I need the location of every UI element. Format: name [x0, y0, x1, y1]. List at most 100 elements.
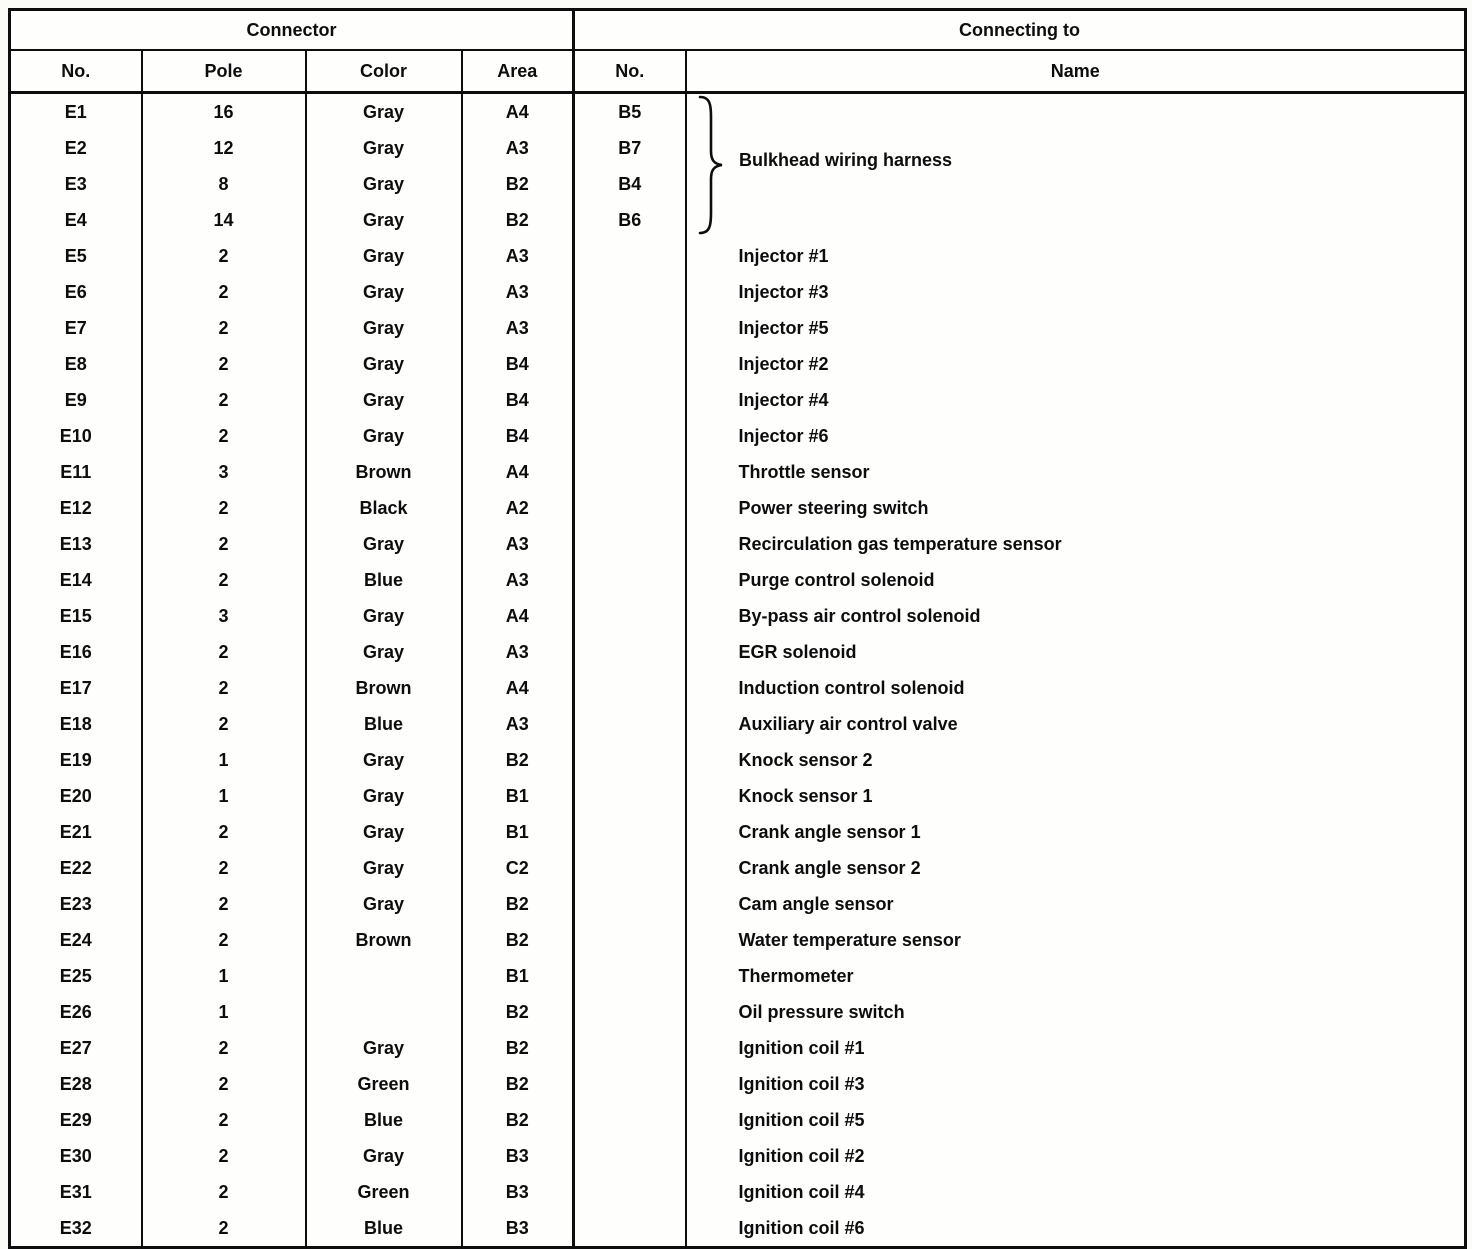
- column-header-row: No. Pole Color Area No. Name: [9, 50, 1466, 94]
- table-row: E9 2 Gray B4 Injector #4: [10, 382, 1466, 418]
- cell-pole: 1: [140, 742, 306, 778]
- cell-connector-no: E4: [64, 209, 87, 230]
- table-row: E25 1 B1 Thermometer: [10, 958, 1466, 994]
- cell-area: A3: [460, 526, 574, 562]
- cell-connecting-no: [572, 1066, 686, 1102]
- cell-connecting-no: [572, 346, 686, 382]
- cell-pole: 2: [140, 886, 306, 922]
- table-row: E20 1 Gray B1 Knock sensor 1: [10, 778, 1466, 814]
- cell-connecting-no: [572, 850, 686, 886]
- cell-color: Gray: [304, 238, 462, 274]
- cell-connector-no: E7: [64, 317, 87, 338]
- cell-pole: 1: [140, 778, 306, 814]
- cell-connecting-no: [572, 418, 686, 454]
- cell-area: A4: [460, 598, 574, 634]
- table-row: E17 2 Brown A4 Induction control solenoi…: [10, 670, 1466, 706]
- cell-connector-no: E31: [59, 1181, 92, 1202]
- cell-area: B2: [460, 166, 574, 202]
- cell-area: B1: [460, 958, 574, 994]
- table-row: E11 3 Brown A4 Throttle sensor: [10, 454, 1466, 490]
- table-row: E10 2 Gray B4 Injector #6: [10, 418, 1466, 454]
- cell-connecting-no: [572, 778, 686, 814]
- cell-connecting-name: Induction control solenoid: [684, 670, 1466, 706]
- cell-area: B3: [460, 1174, 574, 1210]
- cell-connector-no: E29: [59, 1109, 92, 1130]
- cell-pole: 2: [140, 1210, 306, 1248]
- cell-area: B4: [460, 346, 574, 382]
- cell-connecting-name: Injector #4: [684, 382, 1466, 418]
- cell-connecting-no: B6: [572, 202, 686, 238]
- table-row: E7 2 Gray A3 Injector #5: [10, 310, 1466, 346]
- table-row: E2 12 Gray A3 B7: [10, 130, 1466, 166]
- cell-connector-no: E11: [60, 461, 92, 482]
- column-header-area: Area: [460, 50, 574, 94]
- cell-connecting-name: Oil pressure switch: [684, 994, 1466, 1030]
- cell-area: A2: [460, 490, 574, 526]
- cell-connector-no: E16: [59, 641, 92, 662]
- cell-connecting-no: [572, 382, 686, 418]
- cell-connecting-no: [572, 814, 686, 850]
- cell-pole: 2: [140, 1102, 306, 1138]
- cell-connecting-no: B5: [572, 92, 686, 130]
- cell-area: A3: [460, 130, 574, 166]
- cell-area: B2: [460, 1102, 574, 1138]
- table-row: E14 2 Blue A3 Purge control solenoid: [10, 562, 1466, 598]
- table-row: E1 16 Gray A4 B5: [10, 92, 1466, 130]
- cell-area: B2: [460, 742, 574, 778]
- cell-pole: 16: [140, 92, 306, 130]
- cell-pole: 2: [140, 850, 306, 886]
- cell-connecting-name: Throttle sensor: [684, 454, 1466, 490]
- cell-connecting-name: Injector #6: [684, 418, 1466, 454]
- cell-area: B4: [460, 382, 574, 418]
- cell-color: Green: [304, 1174, 462, 1210]
- cell-color: [304, 958, 462, 994]
- cell-color: Brown: [304, 454, 462, 490]
- table-row: E16 2 Gray A3 EGR solenoid: [10, 634, 1466, 670]
- cell-connector-no: E8: [64, 353, 87, 374]
- column-header-color: Color: [304, 50, 462, 94]
- cell-connector-no: E10: [59, 425, 92, 446]
- cell-color: Gray: [304, 202, 462, 238]
- cell-pole: 2: [140, 310, 306, 346]
- cell-connecting-name: Ignition coil #5: [684, 1102, 1466, 1138]
- group-header-connecting-to: Connecting to: [573, 9, 1466, 51]
- cell-area: B3: [460, 1210, 574, 1248]
- cell-connector-no: E28: [59, 1073, 92, 1094]
- table-row: E22 2 Gray C2 Crank angle sensor 2: [10, 850, 1466, 886]
- table-row: E31 2 Green B3 Ignition coil #4: [10, 1174, 1466, 1210]
- cell-color: Gray: [304, 778, 462, 814]
- cell-connecting-no: B4: [572, 166, 686, 202]
- cell-pole: 2: [140, 814, 306, 850]
- group-brace-icon: [698, 95, 723, 235]
- cell-connecting-name: By-pass air control solenoid: [684, 598, 1466, 634]
- cell-area: A4: [460, 454, 574, 490]
- cell-color: Gray: [304, 130, 462, 166]
- cell-connector-no: E20: [59, 785, 92, 806]
- table-row: E23 2 Gray B2 Cam angle sensor: [10, 886, 1466, 922]
- cell-color: Brown: [304, 670, 462, 706]
- cell-area: A3: [460, 274, 574, 310]
- cell-area: B1: [460, 814, 574, 850]
- table-row: E30 2 Gray B3 Ignition coil #2: [10, 1138, 1466, 1174]
- cell-connecting-name: Ignition coil #2: [684, 1138, 1466, 1174]
- cell-connecting-no: [572, 454, 686, 490]
- connector-table: Connector Connecting to No. Pole Color A…: [8, 8, 1468, 1249]
- cell-pole: 3: [140, 598, 306, 634]
- cell-area: B2: [460, 922, 574, 958]
- cell-color: Blue: [304, 1210, 462, 1248]
- cell-color: Gray: [304, 1138, 462, 1174]
- cell-connecting-no: [572, 598, 686, 634]
- cell-connecting-no: [572, 490, 686, 526]
- cell-connecting-no: [572, 1102, 686, 1138]
- cell-pole: 2: [140, 346, 306, 382]
- cell-connecting-name: Injector #1: [684, 238, 1466, 274]
- cell-connecting-name: Crank angle sensor 2: [684, 850, 1466, 886]
- cell-color: Gray: [304, 92, 462, 130]
- cell-area: A3: [460, 310, 574, 346]
- cell-area: A3: [460, 706, 574, 742]
- cell-pole: 14: [140, 202, 306, 238]
- cell-connector-no: E24: [59, 929, 92, 950]
- cell-connecting-no: [572, 1030, 686, 1066]
- cell-color: Gray: [304, 598, 462, 634]
- cell-connector-no: E27: [59, 1037, 92, 1058]
